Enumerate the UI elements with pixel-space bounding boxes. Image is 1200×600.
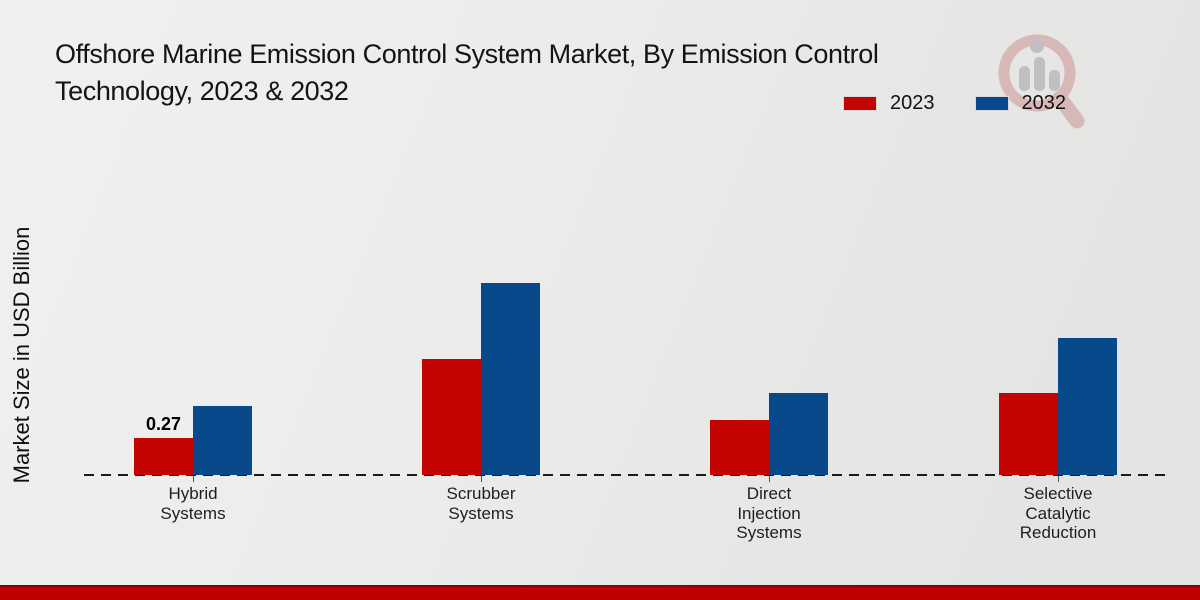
footer-accent-bar <box>0 585 1200 600</box>
bar-value-label: 0.27 <box>145 414 182 434</box>
legend-item-2023: 2023 <box>843 92 935 115</box>
x-axis-zero-baseline <box>84 474 1166 476</box>
legend-swatch-2023-icon <box>843 96 877 111</box>
x-axis-tick <box>193 476 194 482</box>
x-axis-tick <box>481 476 482 482</box>
legend-swatch-2032-icon <box>974 96 1009 111</box>
category-label: Scrubber Systems <box>446 484 516 523</box>
bar-2023-category-2 <box>710 420 769 475</box>
chart-title: Offshore Marine Emission Control System … <box>55 36 1135 110</box>
bar-2032-category-2 <box>769 393 828 475</box>
category-label: Direct Injection Systems <box>736 484 802 542</box>
bar-2032-category-1 <box>481 283 540 475</box>
category-label: Hybrid Systems <box>160 484 226 523</box>
legend-label-2032: 2032 <box>1021 92 1067 114</box>
chart-title-line1: Offshore Marine Emission Control System … <box>55 39 879 69</box>
bar-2023-category-0 <box>134 438 193 475</box>
legend-label-2023: 2023 <box>890 92 935 114</box>
bar-2023-category-3 <box>999 393 1058 475</box>
magnifier-bar-chart-watermark-icon <box>998 34 1085 129</box>
legend: 2023 2032 <box>843 92 1066 115</box>
legend-item-2032: 2032 <box>974 92 1067 115</box>
x-axis-tick <box>769 476 770 482</box>
bar-2023-category-1 <box>422 359 481 475</box>
bar-2032-category-3 <box>1058 338 1117 475</box>
x-axis-tick <box>1058 476 1059 482</box>
bar-2032-category-0 <box>193 406 252 475</box>
category-label: Selective Catalytic Reduction <box>1019 484 1097 542</box>
chart-title-line2: Technology, 2023 & 2032 <box>55 76 349 106</box>
